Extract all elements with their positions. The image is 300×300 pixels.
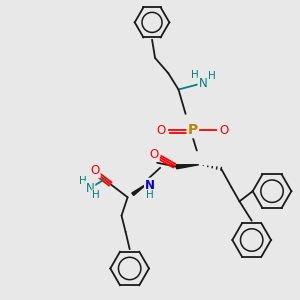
Polygon shape (132, 183, 148, 196)
Text: O: O (91, 164, 100, 177)
Text: H: H (208, 71, 216, 81)
Text: O: O (157, 124, 166, 137)
Text: H: H (79, 176, 87, 186)
Text: P: P (188, 123, 198, 137)
Text: N: N (199, 77, 207, 90)
Text: H: H (146, 190, 154, 200)
Text: O: O (220, 124, 229, 137)
Text: H: H (191, 70, 199, 80)
Text: O: O (149, 148, 159, 161)
Polygon shape (176, 165, 199, 169)
Text: N: N (85, 182, 94, 195)
Text: N: N (145, 178, 155, 192)
Text: H: H (92, 190, 100, 200)
